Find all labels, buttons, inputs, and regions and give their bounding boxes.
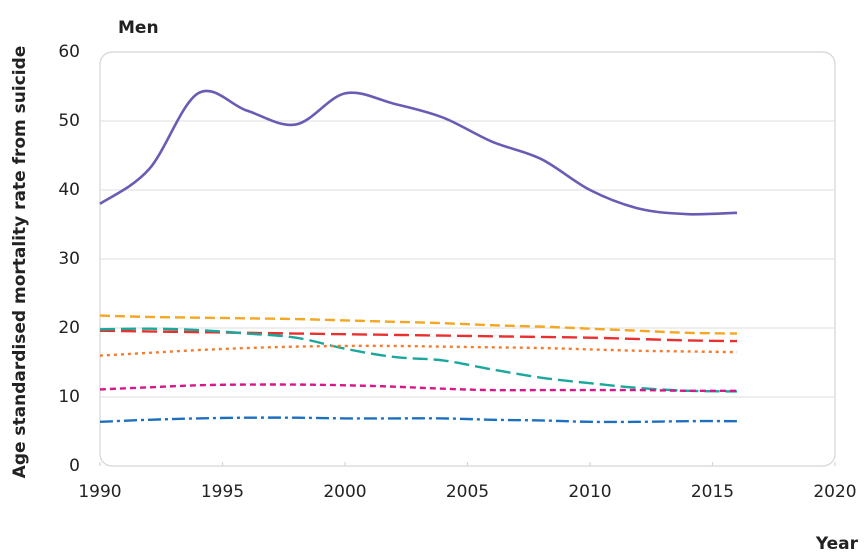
series-line [99,329,738,343]
y-tick-label: 60 [58,42,80,62]
y-axis-label: Age standardised mortality rate from sui… [10,46,30,479]
series-line [99,327,738,393]
series-line [99,383,738,393]
series-line [99,416,738,424]
x-tick-label: 2010 [568,482,611,502]
chart-title: Men [118,18,159,38]
x-tick-label: 1990 [78,482,121,502]
x-tick-label: 2005 [446,482,489,502]
y-tick-label: 10 [58,387,80,407]
x-tick-label: 2020 [813,482,856,502]
y-tick-label: 50 [58,111,80,131]
y-tick-label: 30 [58,249,80,269]
x-axis-label: Year [815,534,859,554]
y-tick-label: 40 [58,180,80,200]
y-tick-label: 0 [69,456,80,476]
y-tick-label: 20 [58,318,80,338]
series-line [99,344,738,357]
x-tick-label: 1995 [201,482,244,502]
series-line [99,314,738,335]
x-tick-label: 2000 [323,482,366,502]
x-tick-label: 2015 [691,482,734,502]
series-line [99,89,738,216]
